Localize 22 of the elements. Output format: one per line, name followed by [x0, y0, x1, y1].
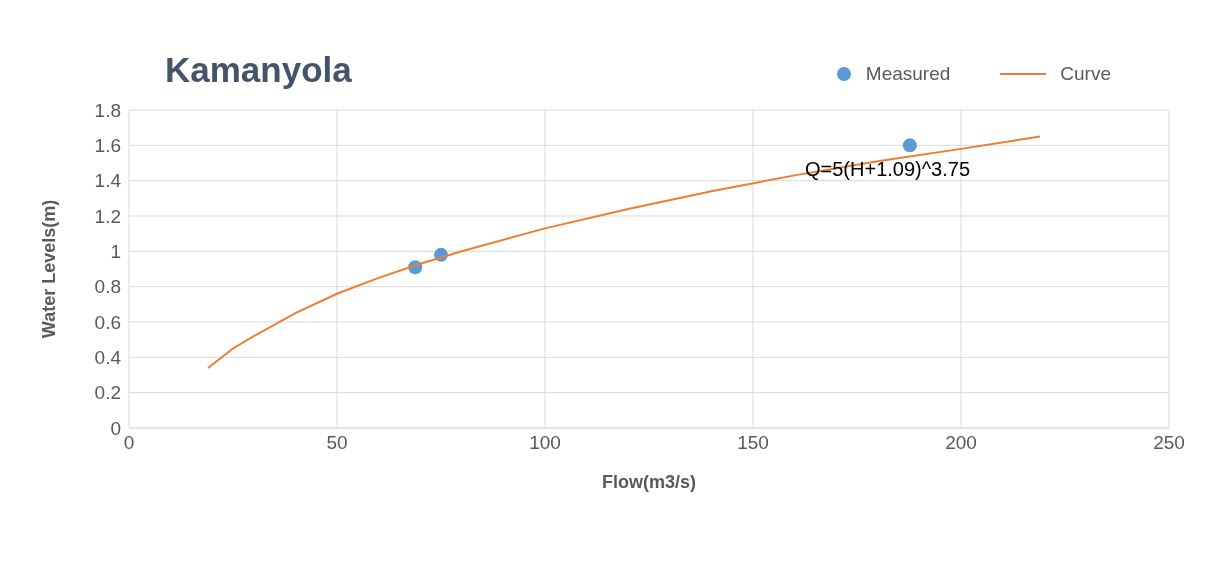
y-tick-label: 1.8	[94, 99, 121, 121]
y-tick-label: 0.2	[94, 382, 121, 404]
x-tick-label: 100	[529, 432, 561, 454]
y-tick-label: 0.6	[94, 311, 121, 333]
point	[902, 138, 917, 153]
x-axis-title: Flow(m3/s)	[601, 472, 697, 492]
y-tick-label: 1	[110, 241, 121, 263]
chart-title: Kamanyola	[165, 50, 352, 90]
y-tick-label: 0.8	[94, 276, 121, 298]
y-axis-title: Water Levels(m)	[39, 199, 60, 339]
x-tick-label: 50	[326, 432, 348, 454]
y-tick-label: 1.6	[94, 135, 121, 157]
legend-label: Measured	[865, 63, 951, 85]
y-tick-label: 0.4	[94, 347, 122, 369]
x-tick-label: 150	[737, 432, 769, 454]
line-series	[207, 135, 1042, 369]
legend-label: Curve	[1060, 63, 1111, 85]
x-tick-label: 200	[945, 432, 977, 454]
y-tick-label: 1.2	[94, 205, 121, 227]
y-tick-label: 0	[110, 417, 121, 439]
y-tick-label: 1.4	[94, 170, 122, 192]
x-tick-label: 250	[1153, 432, 1185, 454]
